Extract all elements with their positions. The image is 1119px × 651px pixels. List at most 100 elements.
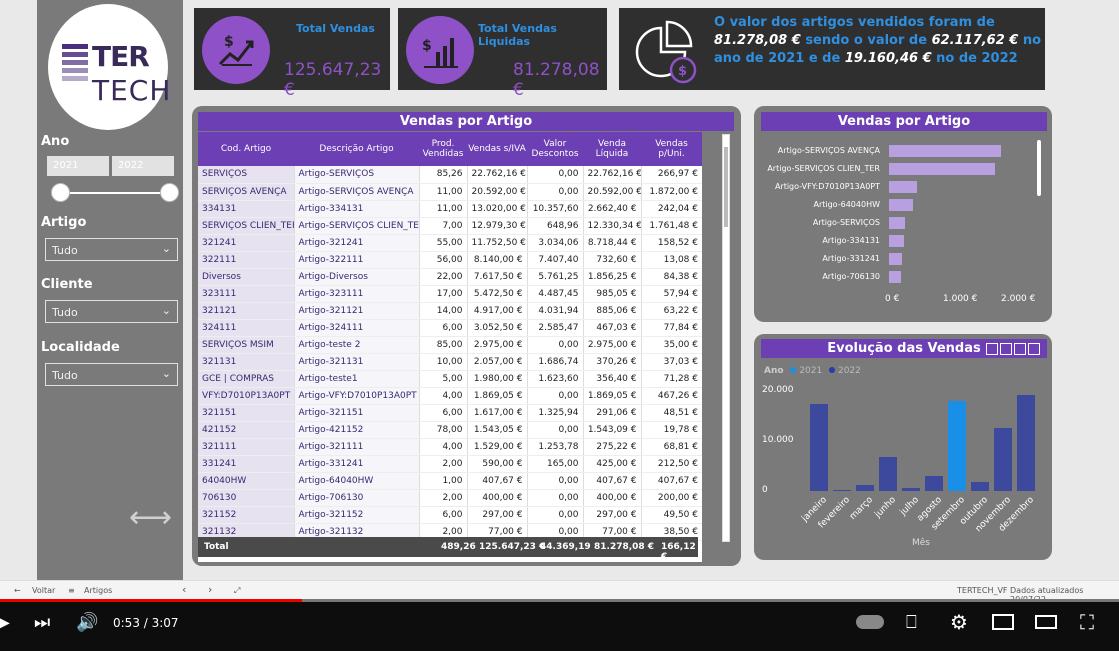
expand-icon[interactable]: ⤢ [234,586,241,595]
table-row[interactable]: 322111 Artigo-322111 56,00 8.140,00 €7.407,… [198,251,702,269]
bar[interactable] [889,163,995,175]
table-row[interactable]: 321111 Artigo-321111 4,00 1.529,00 €1.253,7… [198,438,702,456]
table-row[interactable]: 321152 Artigo-321152 6,00 297,00 €0,00 297,0… [198,506,702,524]
localidade-dropdown[interactable]: Tudo ⌄ [45,363,178,386]
month-bar[interactable] [810,403,828,491]
month-bar[interactable] [833,489,851,491]
autoplay-toggle[interactable] [856,615,884,629]
table-row[interactable]: 321131 Artigo-321131 10,00 2.057,00 €1.686,… [198,353,702,371]
volume-icon[interactable]: 🔊 [76,612,99,633]
year-slider-start-handle[interactable] [51,183,70,202]
settings-gear-icon[interactable]: ⚙ [950,610,968,634]
bar-chart-scrollbar[interactable] [1037,140,1041,196]
bar[interactable] [889,181,918,193]
table-cell: 0,00 [526,506,583,524]
table-row[interactable]: SERVIÇOS AVENÇA Artigo-SERVIÇOS AVENÇA 11,… [198,183,702,201]
table-row[interactable]: 64040HW Artigo-64040HW 1,00 407,67 €0,00 407… [198,472,702,490]
table-cell: SERVIÇOS AVENÇA [198,183,294,201]
legend-2021[interactable]: 2021 [799,366,823,376]
video-progress-bar[interactable] [0,599,1119,602]
table-row[interactable]: Diversos Artigo-Diversos 22,00 7.617,50 €5.… [198,268,702,286]
table-cell: Artigo-706130 [293,489,419,507]
column-header[interactable]: Valor Descontos [527,132,583,166]
year-from-input[interactable]: 2021 [47,156,109,176]
focus-mode-icon[interactable] [1014,343,1026,355]
previous-page-icon[interactable]: ‹ [182,583,187,596]
column-header[interactable]: Cod. Artigo [198,132,294,166]
next-page-icon[interactable]: › [208,583,213,596]
month-bar[interactable] [948,401,966,491]
swap-arrows-icon[interactable]: ⟷ [129,500,173,535]
bar[interactable] [889,271,901,283]
table-cell: 1.543,09 € [582,421,641,439]
pages-menu-icon[interactable]: ≡ [68,586,75,595]
column-header[interactable]: Vendas s/IVA [467,132,527,166]
column-header[interactable]: Vendas p/Uni. [641,132,702,166]
table-row[interactable]: GCE | COMPRAS Artigo-teste1 5,00 1.980,00 €… [198,370,702,388]
artigo-dropdown[interactable]: Tudo ⌄ [45,238,178,261]
svg-text:$: $ [224,34,234,50]
theater-mode-icon[interactable] [1035,615,1057,629]
table-row[interactable]: 331241 Artigo-331241 2,00 590,00 €165,00 425… [198,455,702,473]
fullscreen-icon[interactable]: ⛶ [1080,610,1094,634]
column-header[interactable]: Descrição Artigo [294,132,419,166]
month-bar[interactable] [1017,395,1035,491]
table-row[interactable]: SERVIÇOS MSIM Artigo-teste 2 85,00 2.975,00… [198,336,702,354]
table-cell: 0,00 [526,421,583,439]
back-arrow-icon[interactable]: ← [14,586,21,595]
month-bar[interactable] [925,476,943,491]
table-cell: 22.762,16 € [466,166,527,184]
month-bar[interactable] [902,487,920,491]
table-scrollbar[interactable] [722,134,730,542]
table-row[interactable]: 334131 Artigo-334131 11,00 13.020,00 €10.35… [198,200,702,218]
table-cell: 297,00 € [466,506,527,524]
table-cell: 35,00 € [640,336,702,354]
table-row[interactable]: 323111 Artigo-323111 17,00 5.472,50 €4.487,… [198,285,702,303]
month-bar[interactable] [971,482,989,491]
bar[interactable] [889,235,904,247]
table-cell: 49,50 € [640,506,702,524]
table-row[interactable]: SERVIÇOS CLIEN_TER Artigo-SERVIÇOS CLIEN_… [198,217,702,235]
year-slider-end-handle[interactable] [160,183,179,202]
table-cell: 321132 [198,523,294,541]
table-row[interactable]: 324111 Artigo-324111 6,00 3.052,50 €2.585,4… [198,319,702,337]
column-header[interactable]: Venda Líquida [583,132,641,166]
table-scrollbar-thumb[interactable] [724,147,728,227]
table-cell: 467,26 € [640,387,702,405]
legend-2022[interactable]: 2022 [837,366,861,376]
cliente-dropdown[interactable]: Tudo ⌄ [45,300,178,323]
pages-button[interactable]: Artigos [84,586,113,595]
x-tick-label: 2.000 € [1001,294,1036,304]
bar[interactable] [889,199,914,211]
column-header[interactable]: Prod. Vendidas [419,132,467,166]
month-bar[interactable] [856,485,874,491]
sales-table[interactable]: Cod. Artigo Descrição Artigo Prod. Vendida… [198,132,702,562]
bar[interactable] [889,217,906,229]
table-row[interactable]: 421152 Artigo-421152 78,00 1.543,05 €0,00 1.… [198,421,702,439]
miniplayer-icon[interactable] [992,614,1014,630]
table-row[interactable]: SERVIÇOS Artigo-SERVIÇOS 85,26 22.762,16 €0… [198,166,702,184]
bar[interactable] [889,253,902,265]
back-button[interactable]: Voltar [32,586,56,595]
table-cell: 165,00 [526,455,583,473]
next-video-icon[interactable]: ⏭ [34,612,51,633]
table-cell: 13.020,00 € [466,200,527,218]
table-row[interactable]: 321121 Artigo-321121 14,00 4.917,00 €4.031,… [198,302,702,320]
table-row[interactable]: 321241 Artigo-321241 55,00 11.752,50 €3.034… [198,234,702,252]
bar[interactable] [889,145,1002,157]
table-row[interactable]: 321151 Artigo-321151 6,00 1.617,00 €1.325,9… [198,404,702,422]
year-slider-track[interactable] [59,192,169,194]
table-cell: 0,00 [526,183,583,201]
table-cell: 0,00 [526,166,583,184]
filter-icon[interactable] [1000,343,1012,355]
table-row[interactable]: VFY:D7010P13A0PT Artigo-VFY:D7010P13A0PT 4… [198,387,702,405]
subtitles-icon[interactable]: ⎕ [906,612,917,633]
month-bar[interactable] [879,457,897,491]
table-row[interactable]: 706130 Artigo-706130 2,00 400,00 €0,00 400,0… [198,489,702,507]
svg-text:$: $ [422,38,432,54]
year-to-input[interactable]: 2022 [112,156,174,176]
copy-icon[interactable] [986,343,998,355]
more-options-icon[interactable] [1028,343,1040,355]
play-icon[interactable]: ▶ [0,612,10,633]
month-bar[interactable] [994,427,1012,491]
